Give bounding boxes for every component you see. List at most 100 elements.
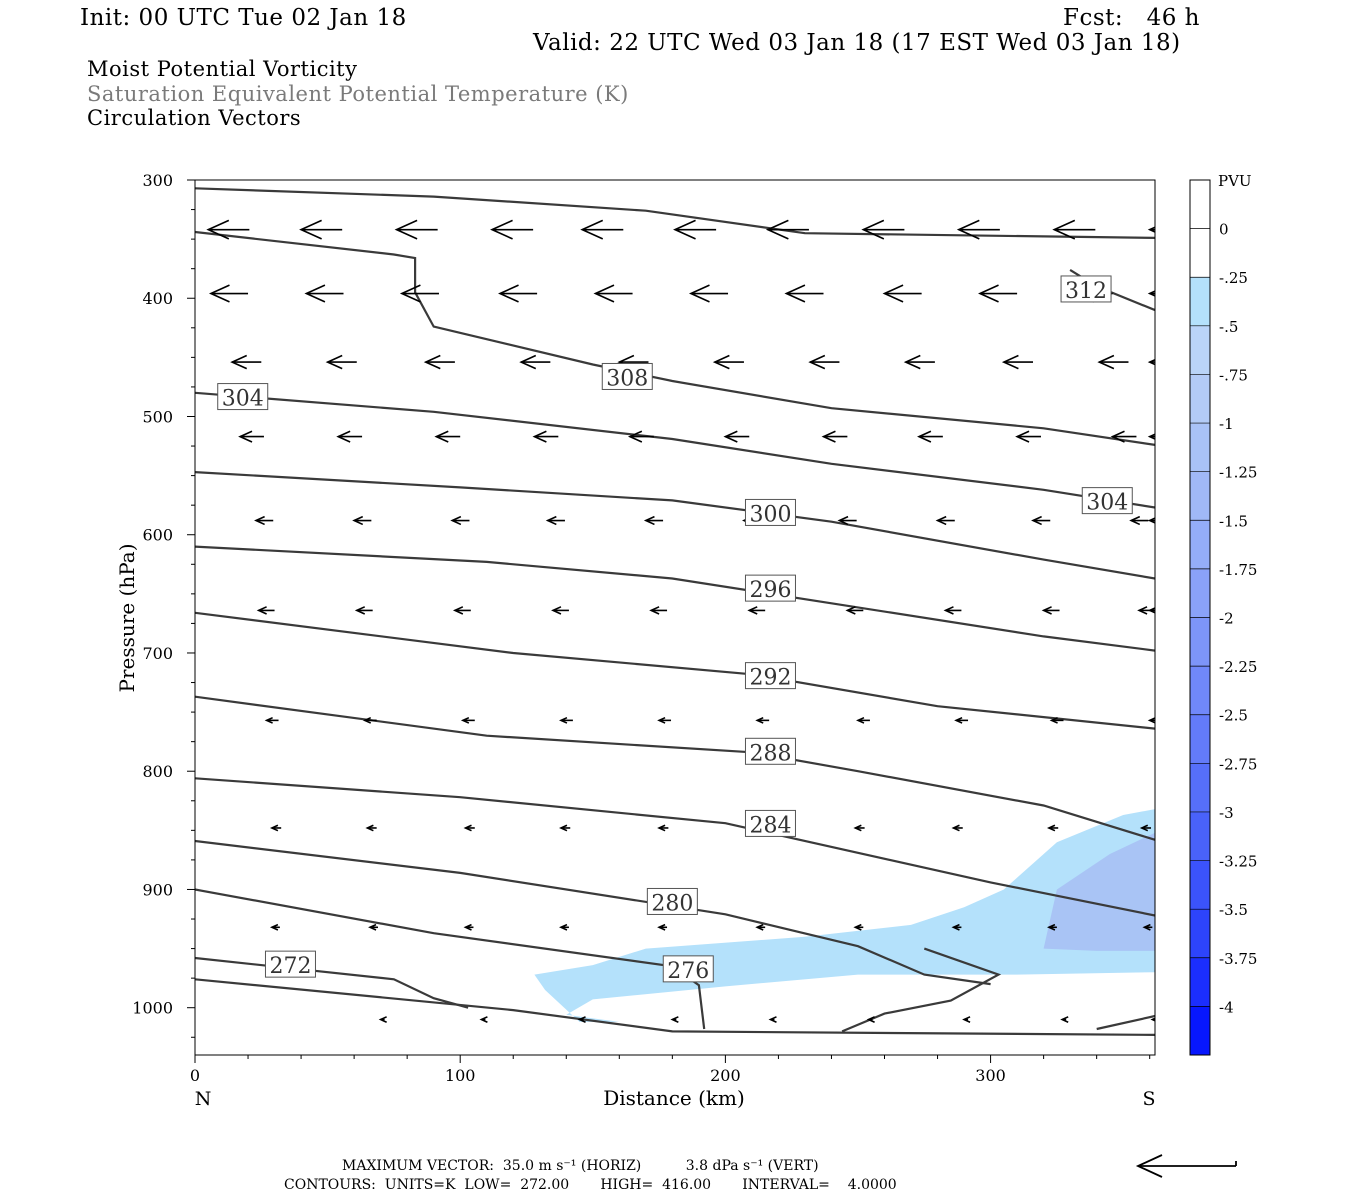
circulation-vector (1060, 1016, 1069, 1023)
contour-label: 308 (601, 362, 653, 391)
y-tick-label: 1000 (132, 999, 173, 1018)
circulation-vector (452, 606, 471, 615)
vector-head (712, 354, 730, 370)
circulation-vector (519, 354, 551, 370)
cross-section-chart: 312 308 304 304 300 296 292 288 284 280 276 272 300… (115, 171, 1257, 1110)
contour-label: 304 (1081, 487, 1133, 516)
circulation-vector (593, 284, 633, 303)
circulation-vector (532, 430, 559, 443)
contour-label-box (744, 809, 796, 837)
vector-head (325, 354, 343, 370)
circulation-vector (299, 219, 343, 240)
vector-head (460, 716, 470, 724)
theta-e-contour (195, 230, 1155, 446)
circulation-vector (845, 606, 864, 615)
max-vector-note: MAXIMUM VECTOR: 35.0 m s⁻¹ (HORIZ) 3.8 d… (342, 1158, 819, 1174)
circulation-vector (394, 219, 438, 240)
vector-head (1052, 219, 1076, 240)
circulation-vector (649, 606, 668, 615)
contour-label-box (744, 662, 796, 690)
colorbar-swatch (1190, 374, 1210, 423)
circulation-vector (463, 923, 474, 931)
circulation-vector (269, 923, 280, 931)
vector-head (962, 1016, 971, 1023)
contour-label-box (744, 737, 796, 765)
vector-head (1150, 1017, 1155, 1022)
vector-head (559, 716, 568, 724)
circulation-vector (1129, 515, 1149, 526)
vector-head (399, 284, 421, 303)
vector-head (657, 923, 666, 931)
contour-label: 272 (264, 950, 316, 979)
vector-head (580, 219, 604, 240)
colorbar-swatch (1190, 520, 1210, 569)
contour-label-text: 312 (1065, 279, 1107, 304)
colorbar-swatch (1190, 568, 1210, 618)
colorbar-label: -2 (1219, 610, 1234, 628)
theta-e-contour (1096, 1014, 1155, 1031)
circulation-vector (861, 219, 905, 240)
vector-head (755, 716, 764, 724)
contour-label-box (1060, 275, 1112, 303)
circulation-vector (951, 824, 963, 832)
vector-head (559, 824, 568, 832)
contour-label-box (744, 574, 796, 602)
vector-head (784, 284, 806, 303)
circulation-vector (956, 219, 1000, 240)
vector-head (1147, 717, 1155, 724)
contour-label-box (1081, 487, 1133, 515)
vector-head (670, 1016, 679, 1023)
circulation-vector (765, 219, 809, 240)
vector-head (434, 430, 449, 443)
circulation-vector (434, 430, 461, 443)
contour-label-box (646, 887, 698, 915)
vector-head (365, 824, 374, 832)
vector-head (1139, 824, 1149, 832)
colorbar-label: -1.75 (1219, 561, 1257, 579)
circulation-vector (1147, 358, 1155, 366)
contour-label: 304 (217, 383, 269, 412)
circulation-vector (657, 923, 668, 931)
circulation-vector (1052, 219, 1096, 240)
vector-head (1046, 923, 1056, 931)
y-tick-label: 700 (142, 644, 173, 663)
circulation-vector (853, 824, 865, 832)
vector-head (1046, 824, 1056, 832)
vector-head (1049, 716, 1058, 724)
circulation-vector (1110, 430, 1137, 443)
pv-fill-region (1043, 832, 1155, 951)
circulation-vector (206, 219, 250, 240)
field-title-3: Circulation Vectors (87, 106, 302, 130)
circulation-vector (935, 515, 955, 526)
vector-head (368, 923, 377, 931)
circulation-vector (673, 219, 717, 240)
colorbar-swatch (1190, 714, 1210, 764)
vector-head (238, 430, 253, 443)
circulation-vector (943, 606, 962, 615)
vector-head (845, 606, 856, 615)
vector-head (723, 430, 738, 443)
circulation-vector (559, 923, 569, 931)
circulation-vector (1147, 290, 1155, 297)
vector-head (673, 219, 696, 240)
circulation-vector (712, 354, 744, 370)
x-tick-label: 300 (975, 1066, 1006, 1085)
vector-head (545, 515, 557, 526)
vector-head (956, 219, 980, 240)
contour-label-text: 296 (749, 578, 791, 603)
contour-label-box (601, 362, 653, 390)
colorbar-label: -4 (1219, 998, 1234, 1016)
circulation-vector (747, 606, 766, 615)
contour-label: 300 (744, 498, 796, 527)
circulation-vector (856, 716, 870, 724)
circulation-vector (423, 354, 455, 370)
circulation-vector (1097, 354, 1129, 370)
circulation-vector (551, 606, 569, 615)
contour-label-text: 284 (749, 813, 791, 838)
x-left-end-label: N (195, 1088, 212, 1110)
vector-head (643, 515, 655, 526)
vector-head (1110, 430, 1125, 443)
circulation-vector (1046, 923, 1057, 931)
circulation-vector (1147, 226, 1155, 233)
vector-head (978, 284, 999, 303)
